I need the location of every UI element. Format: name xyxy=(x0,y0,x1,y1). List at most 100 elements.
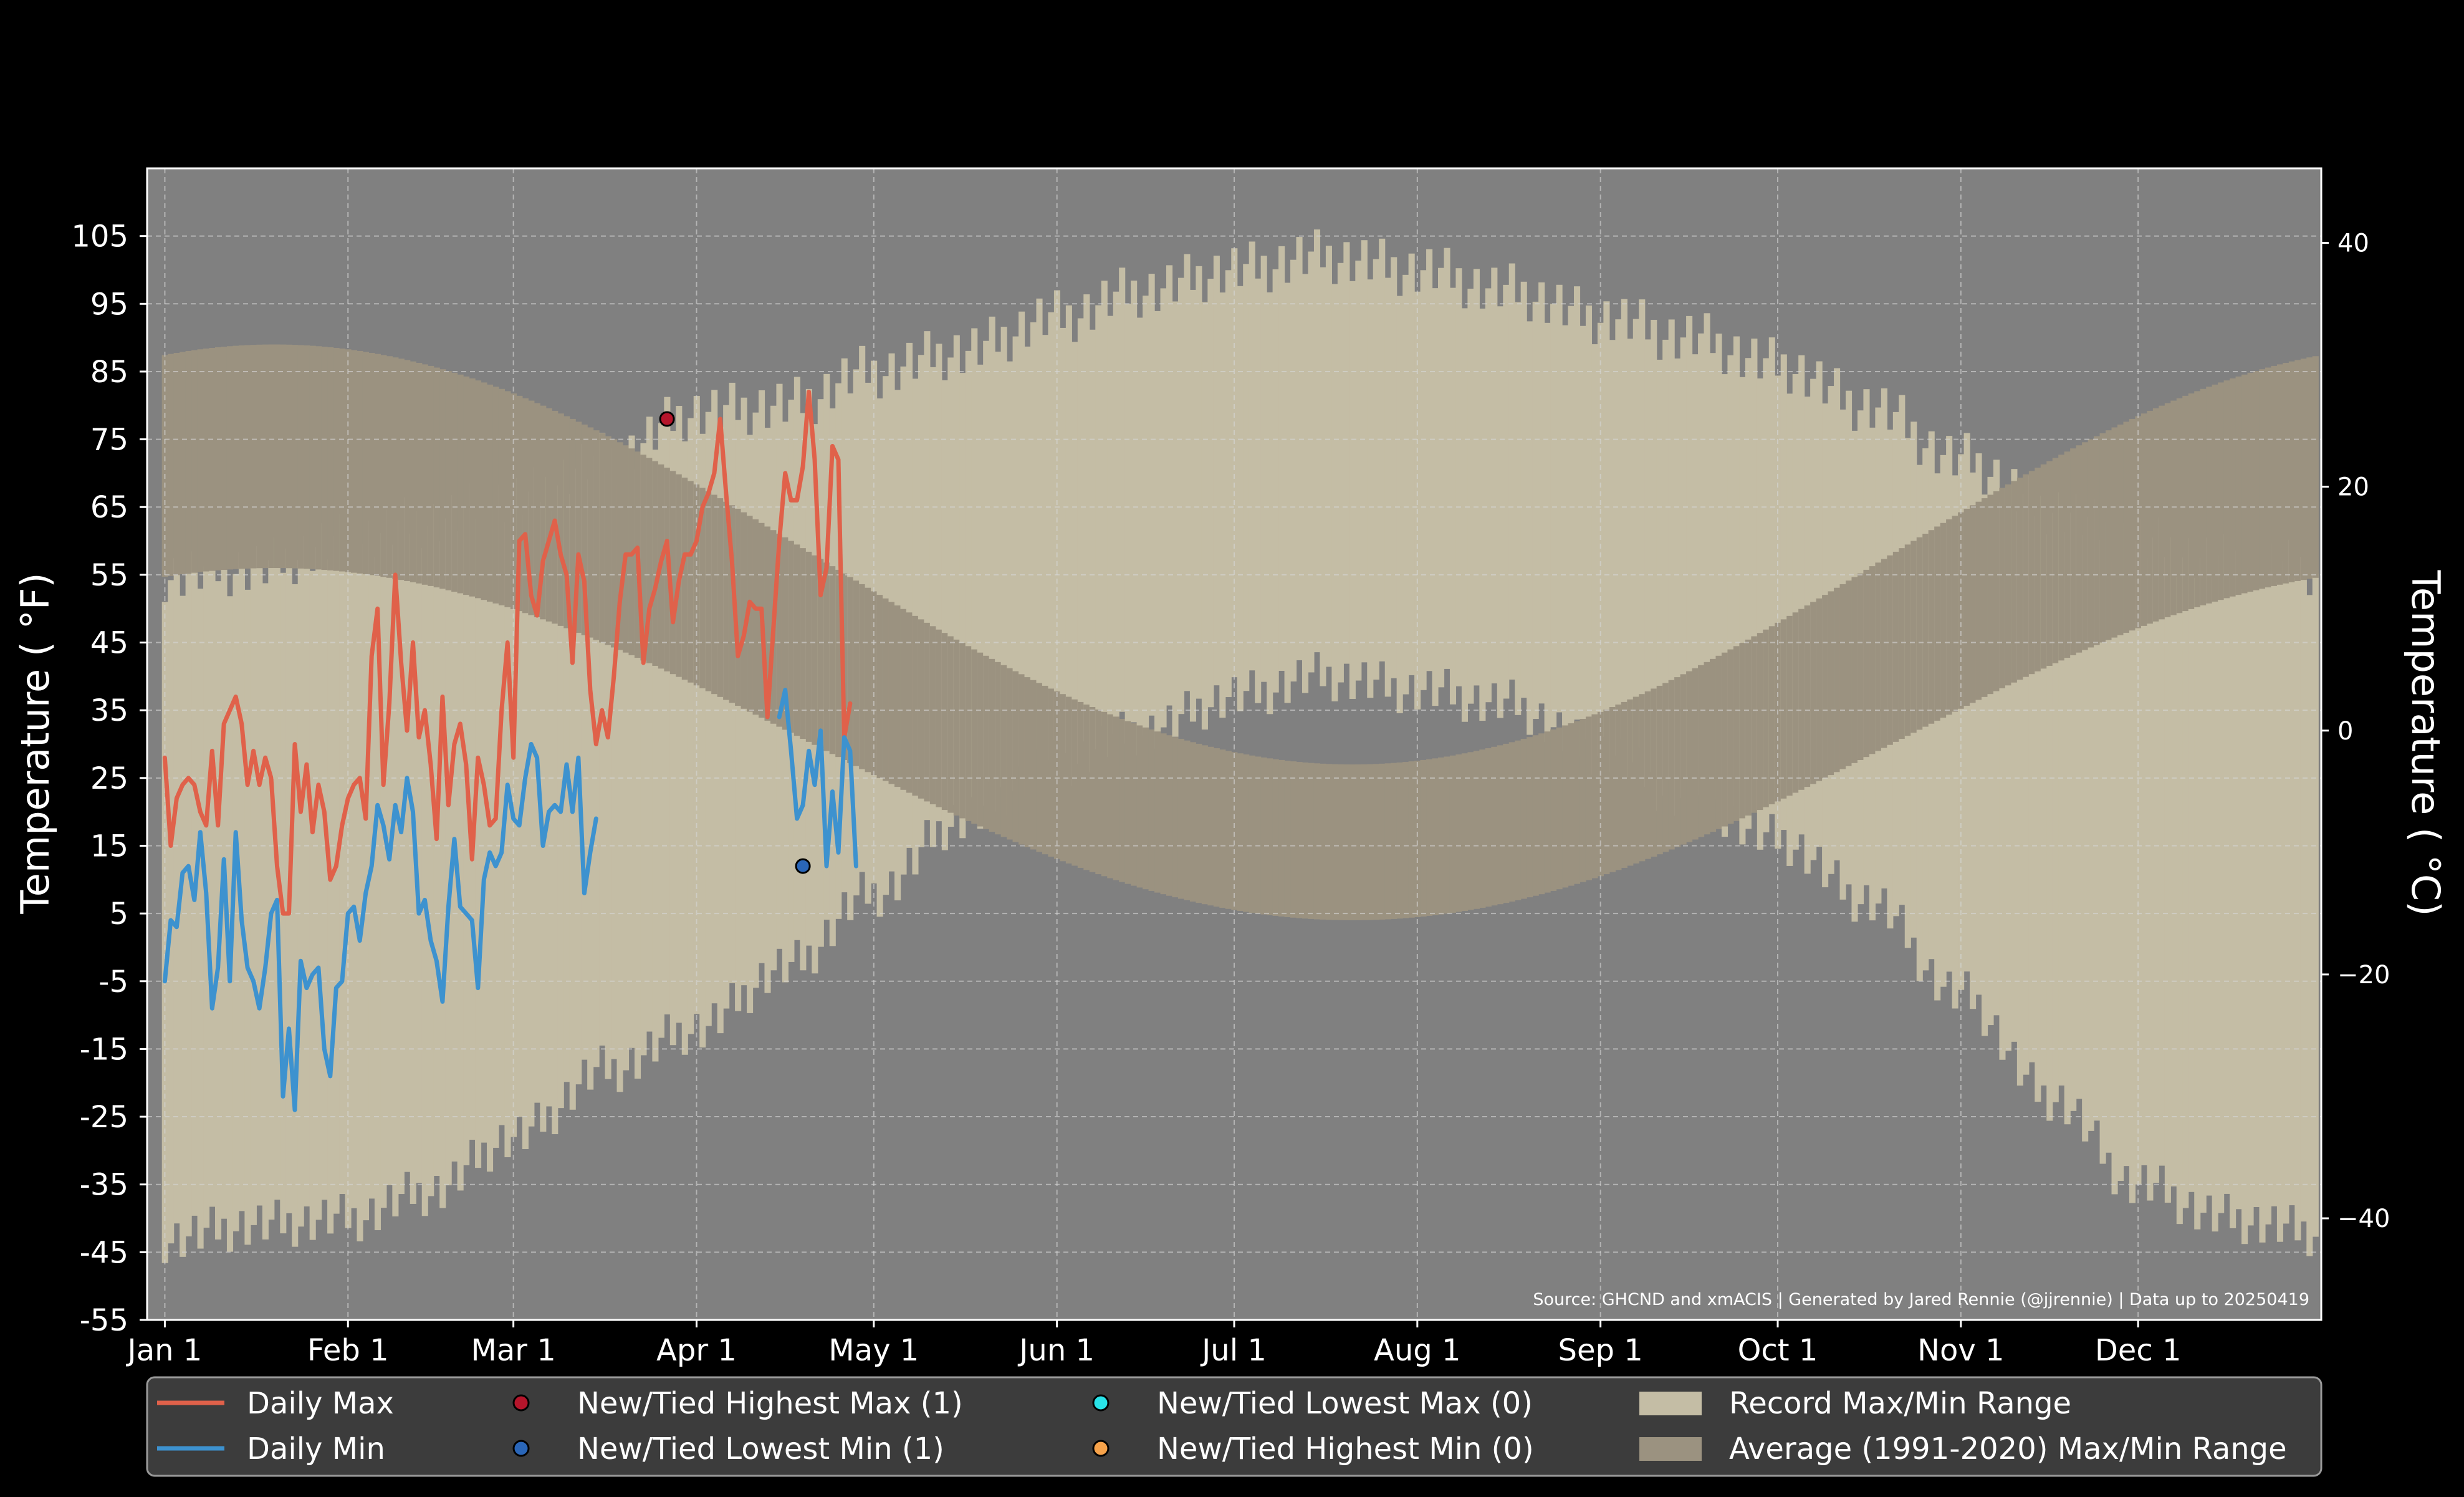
average-range-bar xyxy=(1485,748,1492,907)
record-range-bar xyxy=(1733,336,1740,806)
record-range-bar xyxy=(1999,503,2006,1060)
average-range-bar xyxy=(2111,427,2118,638)
average-range-bar xyxy=(805,551,812,742)
average-range-bar xyxy=(1668,680,1675,850)
record-range-bar xyxy=(1768,337,1775,814)
average-range-bar xyxy=(569,418,576,631)
record-range-bar xyxy=(1408,253,1415,675)
record-range-bar xyxy=(2140,519,2147,1166)
record-range-bar xyxy=(1444,248,1450,669)
x-tick-label: May 1 xyxy=(828,1333,919,1368)
average-range-bar xyxy=(1343,764,1350,920)
average-range-bar xyxy=(498,388,506,605)
record-range-bar xyxy=(1491,267,1498,684)
daily-max-line xyxy=(162,390,853,916)
x-tick-label: Apr 1 xyxy=(656,1333,737,1368)
average-range-bar xyxy=(883,598,889,781)
average-range-bar xyxy=(947,636,954,813)
record-range-bar xyxy=(1361,240,1368,663)
average-range-bar xyxy=(2082,442,2089,650)
record-range-bar xyxy=(351,529,358,1208)
record-range-bar xyxy=(1337,262,1344,683)
record-range-bar xyxy=(1692,354,1699,814)
average-range-bar xyxy=(1249,755,1255,913)
average-range-bar xyxy=(2306,357,2313,579)
average-range-bar xyxy=(185,350,192,574)
average-range-bar xyxy=(1000,665,1007,837)
average-range-bar xyxy=(2182,395,2189,612)
average-range-bar xyxy=(1048,688,1055,857)
average-range-bar xyxy=(1491,746,1498,906)
record-range-bar xyxy=(2230,572,2236,1228)
average-range-bar xyxy=(1846,580,1853,766)
average-range-bar xyxy=(1828,591,1834,776)
average-range-bar xyxy=(1710,658,1717,832)
average-range-bar xyxy=(309,345,316,569)
average-range-bar xyxy=(2230,378,2236,597)
average-range-bar xyxy=(1467,752,1474,910)
average-range-bar xyxy=(853,580,860,766)
record-range-bar xyxy=(1639,299,1646,748)
legend-label: New/Tied Lowest Min (1) xyxy=(577,1432,944,1466)
average-range-bar xyxy=(203,349,210,572)
record-range-bar xyxy=(965,350,972,819)
average-range-bar xyxy=(2223,380,2230,599)
record-range-bar xyxy=(1710,353,1717,815)
record-range-bar xyxy=(2276,582,2283,1242)
record-range-bar xyxy=(1237,286,1244,711)
record-range-bar xyxy=(1296,237,1303,660)
average-range-bar xyxy=(1928,530,1935,724)
record-range-bar xyxy=(451,495,458,1162)
average-range-bar xyxy=(1963,508,1970,706)
record-range-bar xyxy=(688,418,694,1034)
average-range-bar xyxy=(563,416,570,628)
y-tick-label: -35 xyxy=(80,1168,128,1203)
average-range-bar xyxy=(2283,363,2289,584)
daily-min-line xyxy=(777,688,858,869)
average-range-bar xyxy=(1763,629,1770,807)
record-range-bar xyxy=(2011,469,2018,1042)
x-tick-label: Oct 1 xyxy=(1738,1333,1818,1368)
record-range-bar xyxy=(463,507,470,1165)
average-range-bar xyxy=(481,382,487,600)
average-range-bar xyxy=(1887,555,1894,745)
average-range-bar xyxy=(1207,746,1214,906)
average-range-bar xyxy=(616,442,623,650)
y-right-tick-label: 20 xyxy=(2337,473,2369,502)
average-range-bar xyxy=(581,424,588,635)
average-range-bar xyxy=(1958,512,1965,709)
average-range-bar xyxy=(1432,758,1439,915)
record-range-bar xyxy=(1473,269,1480,686)
average-range-bar xyxy=(1875,562,1882,751)
average-range-bar xyxy=(1231,752,1238,910)
average-range-bar xyxy=(977,652,984,827)
average-range-bar xyxy=(2070,448,2077,655)
average-range-bar xyxy=(191,350,198,573)
average-range-bar xyxy=(2164,403,2171,617)
record-range-bar xyxy=(2265,564,2272,1225)
y-right-tick-label: −20 xyxy=(2337,961,2390,989)
record-range-bar xyxy=(1077,318,1084,764)
average-range-bar xyxy=(599,433,606,643)
x-tick-label: Dec 1 xyxy=(2095,1333,2182,1368)
record-range-bar xyxy=(1255,278,1262,703)
average-range-bar xyxy=(2052,458,2059,663)
average-range-bar xyxy=(640,455,647,661)
average-range-bar xyxy=(232,345,239,569)
average-range-bar xyxy=(2259,369,2266,589)
record-range-bar xyxy=(2035,516,2041,1102)
average-range-bar xyxy=(929,626,936,804)
record-range-bar xyxy=(232,574,239,1231)
record-range-bar xyxy=(1030,322,1037,773)
record-range-bar xyxy=(2300,557,2307,1222)
average-range-bar xyxy=(1414,761,1421,917)
average-range-bar xyxy=(1455,754,1462,912)
average-range-bar xyxy=(800,548,807,739)
record-range-bar xyxy=(238,552,245,1211)
average-range-bar xyxy=(1391,763,1397,919)
record-range-bar xyxy=(1278,246,1285,671)
average-range-bar xyxy=(2235,376,2242,595)
average-range-bar xyxy=(752,519,759,715)
average-range-bar xyxy=(2159,405,2165,620)
average-range-bar xyxy=(1302,762,1309,919)
